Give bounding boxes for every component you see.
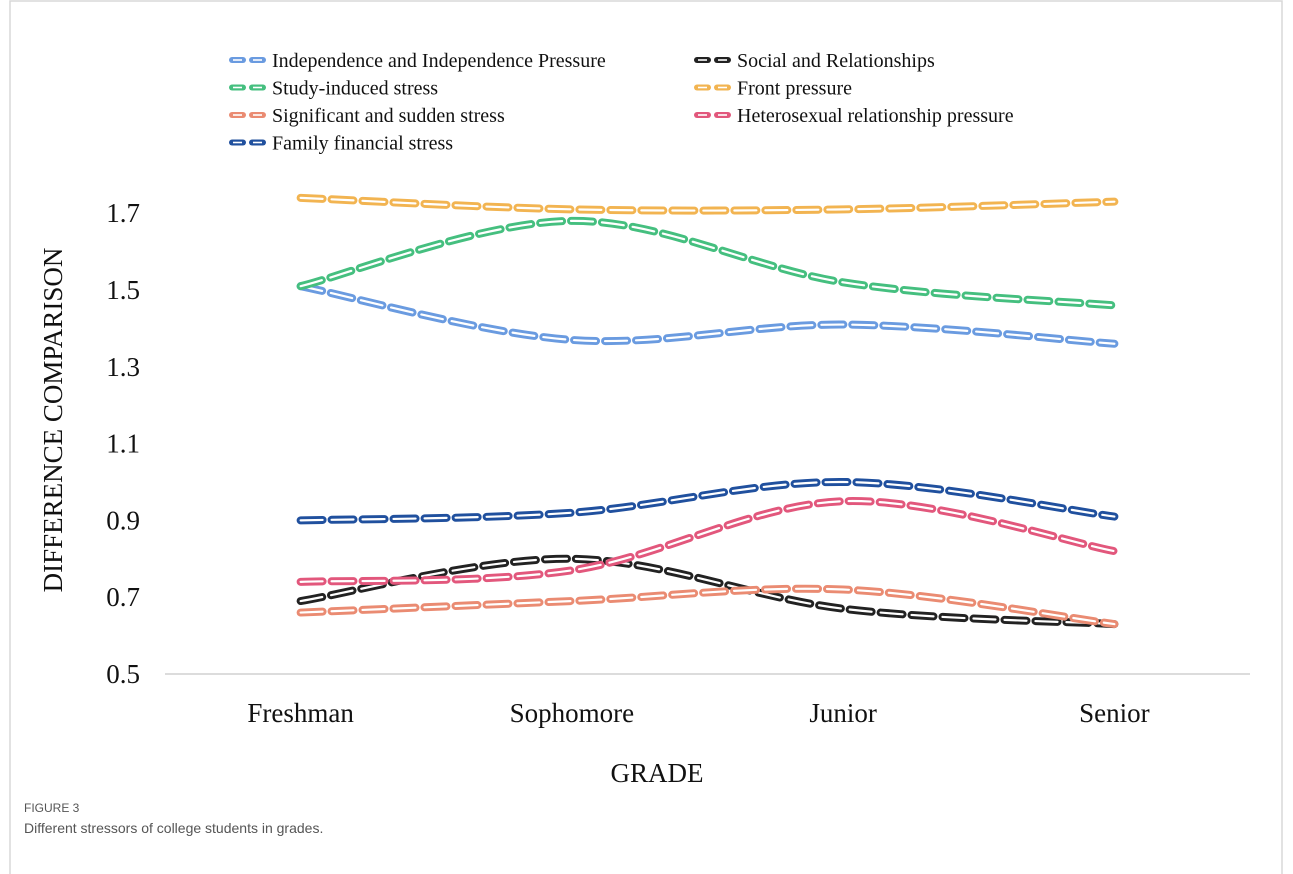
series-line-highlight [299, 557, 1116, 626]
y-tick-label: 0.9 [106, 505, 140, 535]
series-line-highlight [299, 587, 1116, 626]
x-tick-label: Sophomore [510, 698, 635, 728]
y-tick-label: 0.7 [106, 582, 140, 612]
series-line-highlight [299, 480, 1116, 522]
legend-label: Front pressure [737, 78, 852, 100]
series-line-highlight [299, 196, 1116, 212]
y-tick-label: 1.5 [106, 275, 140, 305]
series-line [296, 497, 1119, 586]
series-line-highlight [299, 500, 1116, 583]
legend-label: Social and Relationships [737, 50, 935, 72]
series-line [296, 216, 1119, 310]
x-tick-label: Freshman [247, 698, 354, 728]
series-line-highlight [299, 219, 1116, 307]
legend-label: Heterosexual relationship pressure [737, 105, 1014, 127]
x-tick-label: Junior [809, 698, 877, 728]
x-axis-title: GRADE [611, 758, 704, 788]
series-line-highlight [299, 285, 1116, 345]
legend-label: Family financial stress [272, 133, 453, 155]
series-line [296, 193, 1119, 215]
figure-frame [9, 0, 1283, 874]
series-line [296, 477, 1119, 525]
y-tick-label: 1.7 [106, 198, 140, 228]
y-tick-label: 1.1 [106, 429, 140, 459]
y-tick-label: 0.5 [106, 659, 140, 689]
legend-label: Study-induced stress [272, 78, 438, 100]
figure-caption: Different stressors of college students … [24, 820, 323, 836]
y-axis-title: DIFFERENCE COMPARISON [38, 248, 68, 593]
x-tick-label: Senior [1079, 698, 1150, 728]
y-tick-label: 1.3 [106, 352, 140, 382]
legend-label: Significant and sudden stress [272, 105, 505, 127]
legend-label: Independence and Independence Pressure [272, 50, 606, 72]
figure-label: FIGURE 3 [24, 801, 80, 815]
